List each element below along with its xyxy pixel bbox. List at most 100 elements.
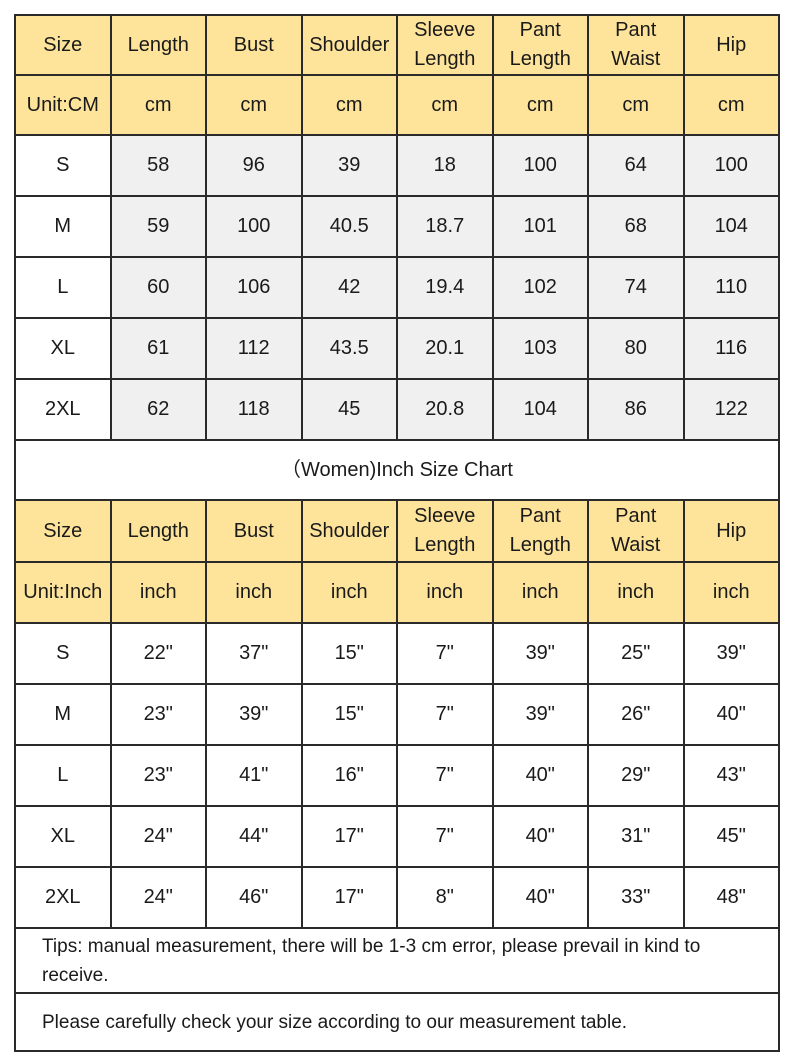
table-cell: 18.7 — [396, 195, 494, 258]
table-cell: L — [14, 256, 112, 319]
table-cell: 7" — [396, 744, 494, 807]
table-cell: Bust — [205, 499, 303, 563]
table-cell: inch — [682, 561, 780, 624]
table-cell: 40" — [682, 683, 780, 746]
size-chart-table: Size Length Bust Shoulder Sleeve Length Pant … — [14, 14, 780, 1052]
table-cell: 100 — [205, 195, 303, 258]
table-row: 2XL 24" 46" 17" 8" 40" 33" 48" — [14, 866, 780, 929]
table-cell: 26" — [587, 683, 685, 746]
header-row: Size Length Bust Shoulder Sleeve Length Pant … — [14, 499, 780, 563]
table-cell: inch — [587, 561, 685, 624]
table-cell: 24" — [109, 805, 207, 868]
table-cell: cm — [396, 74, 494, 136]
table-cell: 42 — [300, 256, 398, 319]
table-cell: 40" — [491, 866, 589, 929]
table-cell: 39" — [491, 683, 589, 746]
table-cell: 44" — [205, 805, 303, 868]
inch-chart-title-row: （Women)Inch Size Chart — [14, 439, 780, 501]
table-cell: 39" — [682, 622, 780, 685]
table-cell: Sleeve Length — [396, 499, 494, 563]
table-row: M 59 100 40.5 18.7 101 68 104 — [14, 195, 780, 258]
table-cell: 45" — [682, 805, 780, 868]
table-cell: 46" — [205, 866, 303, 929]
table-cell: 74 — [587, 256, 685, 319]
table-cell: S — [14, 622, 112, 685]
table-cell: 112 — [205, 317, 303, 380]
table-cell: Size — [14, 14, 112, 76]
table-cell: 43.5 — [300, 317, 398, 380]
table-cell: cm — [300, 74, 398, 136]
table-cell: Bust — [205, 14, 303, 76]
table-cell: Sleeve Length — [396, 14, 494, 76]
table-cell: Hip — [682, 14, 780, 76]
table-cell: 15" — [300, 683, 398, 746]
table-cell: L — [14, 744, 112, 807]
table-cell: 122 — [682, 378, 780, 441]
table-cell: 37" — [205, 622, 303, 685]
table-cell: 103 — [491, 317, 589, 380]
table-cell: 48" — [682, 866, 780, 929]
table-cell: 80 — [587, 317, 685, 380]
tips-text-row: Tips: manual measurement, there will be … — [14, 927, 780, 994]
table-row: L 23" 41" 16" 7" 40" 29" 43" — [14, 744, 780, 807]
table-cell: 116 — [682, 317, 780, 380]
table-cell: 2XL — [14, 866, 112, 929]
table-cell: Unit:Inch — [14, 561, 112, 624]
table-cell: cm — [491, 74, 589, 136]
note-text-row: Please carefully check your size accordi… — [14, 992, 780, 1052]
table-cell: 62 — [109, 378, 207, 441]
table-cell: 100 — [491, 134, 589, 197]
table-cell: Pant Waist — [587, 499, 685, 563]
table-cell: 58 — [109, 134, 207, 197]
table-cell: 100 — [682, 134, 780, 197]
table-cell: 7" — [396, 683, 494, 746]
table-cell: 33" — [587, 866, 685, 929]
table-cell: Pant Length — [491, 499, 589, 563]
table-cell: Unit:CM — [14, 74, 112, 136]
table-cell: inch — [491, 561, 589, 624]
table-cell: 101 — [491, 195, 589, 258]
table-row: L 60 106 42 19.4 102 74 110 — [14, 256, 780, 319]
table-cell: 59 — [109, 195, 207, 258]
table-cell: 40" — [491, 744, 589, 807]
table-row: M 23" 39" 15" 7" 39" 26" 40" — [14, 683, 780, 746]
table-cell: Pant Length — [491, 14, 589, 76]
table-cell: 68 — [587, 195, 685, 258]
table-cell: XL — [14, 317, 112, 380]
table-cell: 23" — [109, 683, 207, 746]
table-cell: 25" — [587, 622, 685, 685]
table-cell: 96 — [205, 134, 303, 197]
table-cell: S — [14, 134, 112, 197]
table-cell: 31" — [587, 805, 685, 868]
table-cell: 40.5 — [300, 195, 398, 258]
table-cell: 7" — [396, 622, 494, 685]
inch-chart-title: （Women)Inch Size Chart — [14, 439, 780, 501]
table-cell: Shoulder — [300, 14, 398, 76]
note-text: Please carefully check your size accordi… — [14, 992, 780, 1052]
table-cell: 19.4 — [396, 256, 494, 319]
table-cell: 118 — [205, 378, 303, 441]
table-cell: 17" — [300, 866, 398, 929]
table-row: S 22" 37" 15" 7" 39" 25" 39" — [14, 622, 780, 685]
table-cell: 43" — [682, 744, 780, 807]
table-cell: 24" — [109, 866, 207, 929]
table-cell: inch — [205, 561, 303, 624]
table-cell: 64 — [587, 134, 685, 197]
table-cell: 20.1 — [396, 317, 494, 380]
table-cell: Size — [14, 499, 112, 563]
table-cell: M — [14, 683, 112, 746]
table-cell: Length — [109, 14, 207, 76]
table-cell: 61 — [109, 317, 207, 380]
table-cell: 60 — [109, 256, 207, 319]
table-cell: Shoulder — [300, 499, 398, 563]
table-cell: 39" — [205, 683, 303, 746]
table-cell: 15" — [300, 622, 398, 685]
table-cell: inch — [396, 561, 494, 624]
table-cell: 29" — [587, 744, 685, 807]
table-cell: 8" — [396, 866, 494, 929]
table-cell: 39 — [300, 134, 398, 197]
table-cell: 40" — [491, 805, 589, 868]
table-cell: cm — [587, 74, 685, 136]
table-cell: 39" — [491, 622, 589, 685]
table-cell: M — [14, 195, 112, 258]
